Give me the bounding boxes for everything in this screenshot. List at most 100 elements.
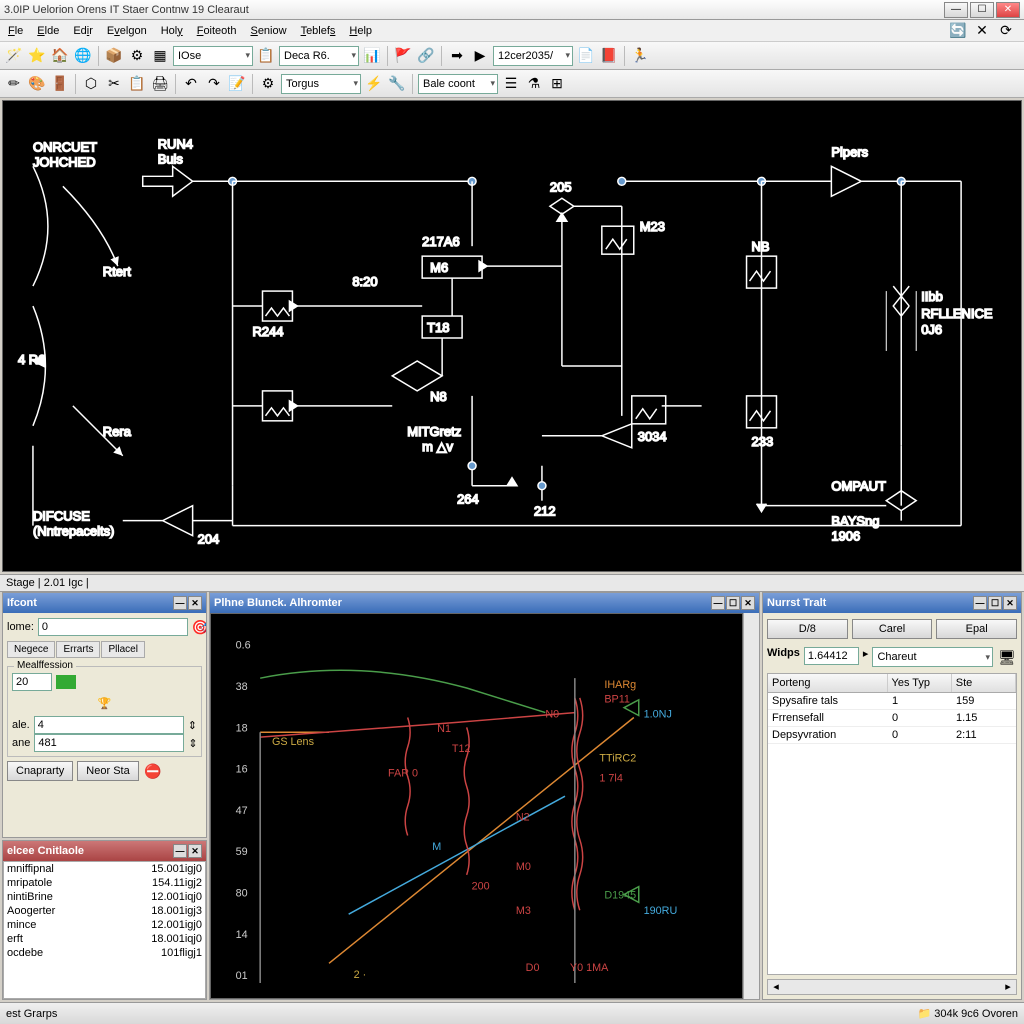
menu-holy[interactable]: Holy — [161, 25, 183, 37]
svg-text:1.0NJ: 1.0NJ — [644, 709, 672, 721]
combo-deca[interactable]: Deca R6. — [279, 46, 359, 66]
door-icon[interactable]: 🚪 — [50, 74, 70, 94]
table-row[interactable]: Depsyvration02:11 — [768, 727, 1016, 744]
list-item[interactable]: erft18.001iqj0 — [4, 932, 205, 946]
meal-input[interactable] — [12, 673, 52, 691]
shape-icon[interactable]: ⬡ — [81, 74, 101, 94]
refresh-icon[interactable]: 🔄 — [948, 21, 968, 41]
table-icon[interactable]: ⊞ — [547, 74, 567, 94]
cut-icon[interactable]: ✂ — [104, 74, 124, 94]
panel-close-icon[interactable]: ✕ — [188, 844, 202, 858]
results-table[interactable]: Porteng Yes Typ Ste Spysafire tals1159Fr… — [767, 673, 1017, 975]
star-icon[interactable]: ⭐ — [27, 46, 47, 66]
minimize-button[interactable]: — — [944, 2, 968, 18]
scroll-left-icon[interactable]: ◂ — [768, 980, 784, 994]
chart-icon[interactable]: 📊 — [362, 46, 382, 66]
link-icon[interactable]: 🔗 — [416, 46, 436, 66]
run-icon[interactable]: 🏃 — [630, 46, 650, 66]
book-icon[interactable]: 📕 — [599, 46, 619, 66]
name-label: lome: — [7, 621, 34, 633]
filter-icon[interactable]: ⚗ — [524, 74, 544, 94]
menu-teblefs[interactable]: Teblefs — [301, 25, 336, 37]
ale-input[interactable] — [34, 716, 184, 734]
gear-icon[interactable]: ⚙ — [258, 74, 278, 94]
maximize-button[interactable]: ☐ — [970, 2, 994, 18]
palette-icon[interactable]: 🎨 — [27, 74, 47, 94]
cnaprarty-button[interactable]: Cnaprarty — [7, 761, 73, 781]
menu-file[interactable]: Fle — [8, 25, 23, 37]
note-icon[interactable]: 📝 — [227, 74, 247, 94]
home-icon[interactable]: 🏠 — [50, 46, 70, 66]
menu-foiteoth[interactable]: Foiteoth — [197, 25, 237, 37]
svg-text:3034: 3034 — [638, 429, 667, 444]
play-icon[interactable]: ▶ — [470, 46, 490, 66]
d8-button[interactable]: D/8 — [767, 619, 848, 639]
combo-iose[interactable]: IOse — [173, 46, 253, 66]
combo-bale[interactable]: Bale coont — [418, 74, 498, 94]
device-icon[interactable]: 🖥 — [997, 647, 1017, 667]
undo-icon[interactable]: ↶ — [181, 74, 201, 94]
list-item[interactable]: nintiBrine12.001iqj0 — [4, 890, 205, 904]
epal-button[interactable]: Epal — [936, 619, 1017, 639]
ane-input[interactable] — [34, 734, 184, 752]
combo-date[interactable]: 12cer2035/ — [493, 46, 573, 66]
table-row[interactable]: Frrensefall01.15 — [768, 710, 1016, 727]
tab-errarts[interactable]: Errarts — [56, 641, 100, 658]
comp-icon[interactable]: ⚙ — [127, 46, 147, 66]
menu-evelgon[interactable]: Evelgon — [107, 25, 147, 37]
target-icon[interactable]: 🎯 — [192, 617, 206, 637]
redo-icon[interactable]: ↷ — [204, 74, 224, 94]
neorsta-button[interactable]: Neor Sta — [77, 761, 138, 781]
sync-x-icon[interactable]: ✕ — [972, 21, 992, 41]
menu-edir[interactable]: Edir — [73, 25, 93, 37]
copy-icon[interactable]: 📋 — [127, 74, 147, 94]
globe-icon[interactable]: 🌐 — [73, 46, 93, 66]
list-item[interactable]: mniffipnal15.001igj0 — [4, 862, 205, 876]
menu-help[interactable]: Help — [349, 25, 372, 37]
carel-button[interactable]: Carel — [852, 619, 933, 639]
table-row[interactable]: Spysafire tals1159 — [768, 693, 1016, 710]
close-button[interactable]: ✕ — [996, 2, 1020, 18]
chart-area[interactable]: 0.63818164759801401 I — [210, 613, 743, 999]
flag-icon[interactable]: 🚩 — [393, 46, 413, 66]
svg-text:Y0 1MA: Y0 1MA — [570, 962, 609, 974]
name-input[interactable] — [38, 618, 188, 636]
scroll-right-icon[interactable]: ▸ — [1000, 980, 1016, 994]
panel-min-icon[interactable]: — — [173, 844, 187, 858]
chart-scrollbar[interactable] — [743, 613, 759, 999]
stop-icon[interactable]: ⛔ — [143, 761, 163, 781]
combo-torgus[interactable]: Torgus — [281, 74, 361, 94]
trophy-icon: 🏆 — [98, 698, 112, 710]
step-icon[interactable]: ▸ — [863, 647, 869, 667]
wand-icon[interactable]: 🪄 — [4, 46, 24, 66]
grid-icon[interactable]: ▦ — [150, 46, 170, 66]
tab-negece[interactable]: Negece — [7, 641, 55, 658]
schematic-canvas[interactable]: ONRCUET JOHCHED Rtert 4 R6 Rera DIFCUSE … — [2, 100, 1022, 572]
bolt-icon[interactable]: ⚡ — [364, 74, 384, 94]
arrow-icon[interactable]: ➡ — [447, 46, 467, 66]
pencil-icon[interactable]: ✏ — [4, 74, 24, 94]
menu-seniow[interactable]: Seniow — [250, 25, 286, 37]
panel-min-icon[interactable]: — — [173, 596, 187, 610]
cal-icon[interactable]: 📋 — [256, 46, 276, 66]
list-item[interactable]: mripatole154.11igj2 — [4, 876, 205, 890]
svg-text:14: 14 — [236, 929, 248, 941]
doc-icon[interactable]: 📄 — [576, 46, 596, 66]
crit-list[interactable]: mniffipnal15.001igj0mripatole154.11igj2n… — [3, 861, 206, 999]
list-item[interactable]: ocdebe101fligj1 — [4, 946, 205, 960]
list-icon[interactable]: ☰ — [501, 74, 521, 94]
svg-text:FAR 0: FAR 0 — [388, 768, 418, 780]
wrench-icon[interactable]: 🔧 — [387, 74, 407, 94]
list-item[interactable]: Aoogerter18.001igj3 — [4, 904, 205, 918]
sync-check-icon[interactable]: ⟳ — [996, 21, 1016, 41]
list-item[interactable]: mince12.001igj0 — [4, 918, 205, 932]
widps-input[interactable] — [804, 647, 859, 665]
menu-elde[interactable]: Elde — [37, 25, 59, 37]
cube-icon[interactable]: 📦 — [104, 46, 124, 66]
print-icon[interactable]: 🖨 — [150, 74, 170, 94]
spinner-icon[interactable]: ⇕ — [188, 737, 197, 750]
chareut-combo[interactable]: Chareut — [872, 647, 993, 667]
panel-close-icon[interactable]: ✕ — [188, 596, 202, 610]
tab-pllacel[interactable]: Pllacel — [101, 641, 144, 658]
spinner-icon[interactable]: ⇕ — [188, 719, 197, 732]
